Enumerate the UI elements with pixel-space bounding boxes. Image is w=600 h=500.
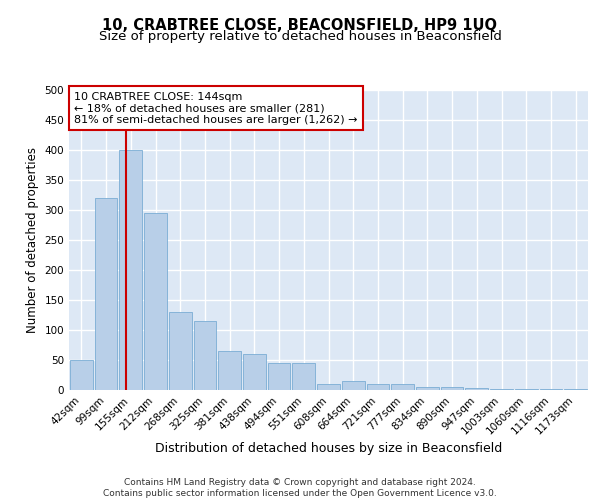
Bar xyxy=(95,198,118,390)
Bar xyxy=(391,384,414,390)
Bar xyxy=(342,381,365,390)
Bar xyxy=(169,312,191,390)
X-axis label: Distribution of detached houses by size in Beaconsfield: Distribution of detached houses by size … xyxy=(155,442,502,455)
Bar xyxy=(292,363,315,390)
Bar xyxy=(194,321,216,390)
Bar xyxy=(243,354,266,390)
Bar xyxy=(70,360,93,390)
Text: Size of property relative to detached houses in Beaconsfield: Size of property relative to detached ho… xyxy=(98,30,502,43)
Text: Contains HM Land Registry data © Crown copyright and database right 2024.
Contai: Contains HM Land Registry data © Crown c… xyxy=(103,478,497,498)
Text: 10, CRABTREE CLOSE, BEACONSFIELD, HP9 1UQ: 10, CRABTREE CLOSE, BEACONSFIELD, HP9 1U… xyxy=(103,18,497,32)
Bar xyxy=(539,389,562,390)
Bar xyxy=(441,387,463,390)
Y-axis label: Number of detached properties: Number of detached properties xyxy=(26,147,39,333)
Bar xyxy=(416,387,439,390)
Bar xyxy=(144,213,167,390)
Bar xyxy=(119,150,142,390)
Bar xyxy=(367,384,389,390)
Bar xyxy=(564,389,587,390)
Bar xyxy=(218,351,241,390)
Bar xyxy=(515,389,538,390)
Bar xyxy=(268,363,290,390)
Text: 10 CRABTREE CLOSE: 144sqm
← 18% of detached houses are smaller (281)
81% of semi: 10 CRABTREE CLOSE: 144sqm ← 18% of detac… xyxy=(74,92,358,124)
Bar xyxy=(317,384,340,390)
Bar xyxy=(466,388,488,390)
Bar xyxy=(490,389,513,390)
